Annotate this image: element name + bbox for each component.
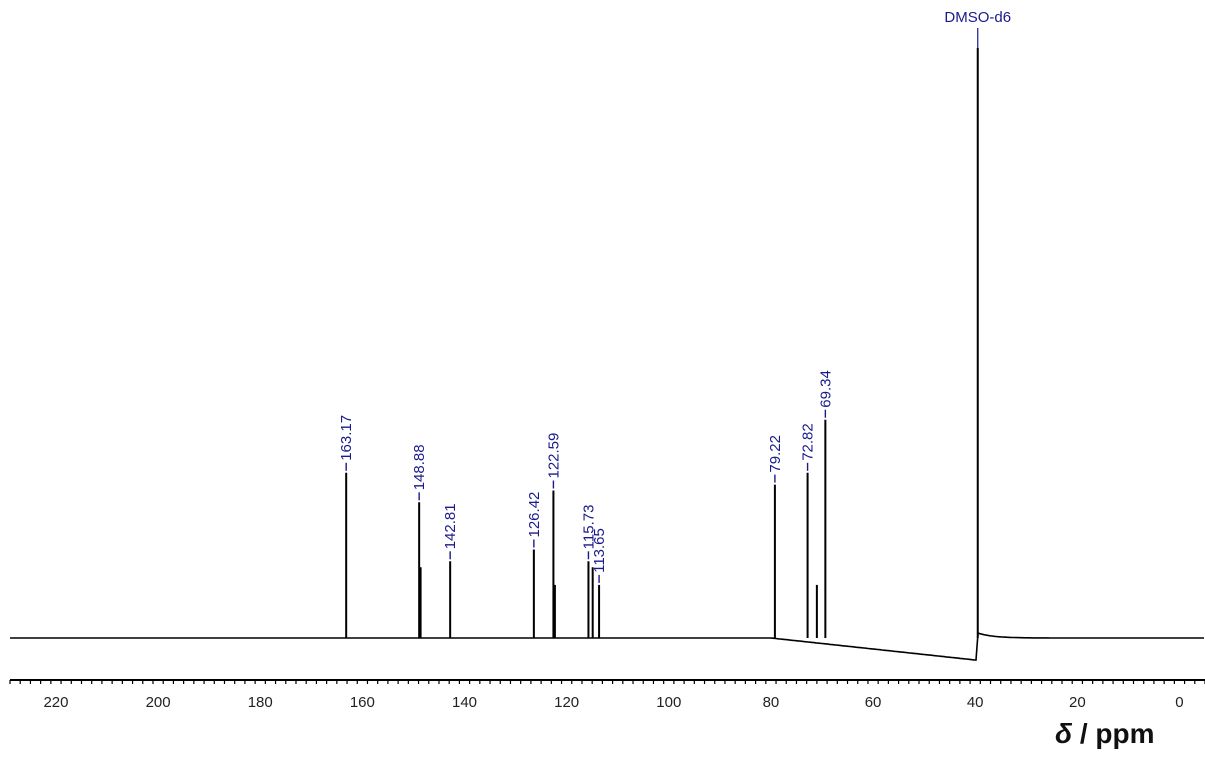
x-tick-label: 180	[248, 694, 273, 711]
peak-label: 79.22	[767, 435, 784, 473]
x-tick-label: 20	[1069, 694, 1086, 711]
peak-label: 126.42	[526, 492, 543, 538]
x-tick-label: 140	[452, 694, 477, 711]
x-axis-symbol: δ	[1055, 718, 1073, 749]
spectrum-trace-layer	[10, 632, 1204, 661]
peak-lines-layer	[345, 48, 979, 638]
x-tick-label: 80	[763, 694, 780, 711]
peak-label: 69.34	[817, 370, 834, 408]
x-tick-label: 40	[967, 694, 984, 711]
x-tick-label: 220	[43, 694, 68, 711]
peak-label: 122.59	[545, 433, 562, 479]
peak-label: 115.73	[580, 505, 597, 550]
x-tick-label: 100	[656, 694, 681, 711]
x-tick-label: 200	[146, 694, 171, 711]
peak-label: 148.88	[411, 444, 428, 490]
x-tick-label: 160	[350, 694, 375, 711]
spectrum-baseline	[10, 632, 1204, 661]
peak-label-solvent: DMSO-d6	[944, 9, 1011, 26]
x-tick-label: 120	[554, 694, 579, 711]
x-axis-unit: / ppm	[1079, 718, 1155, 749]
x-tick-label: 60	[865, 694, 882, 711]
peak-label: 72.82	[800, 423, 817, 461]
x-axis: 220 200 180 160 140 120 100 80 60 40 20 0	[9, 679, 1205, 711]
peak-label: 163.17	[338, 415, 355, 461]
peak-label: 142.81	[442, 503, 459, 549]
x-axis-title: δ / ppm	[1055, 718, 1155, 750]
peak-label: 113.65	[591, 528, 608, 573]
x-tick-label: 0	[1175, 694, 1183, 711]
